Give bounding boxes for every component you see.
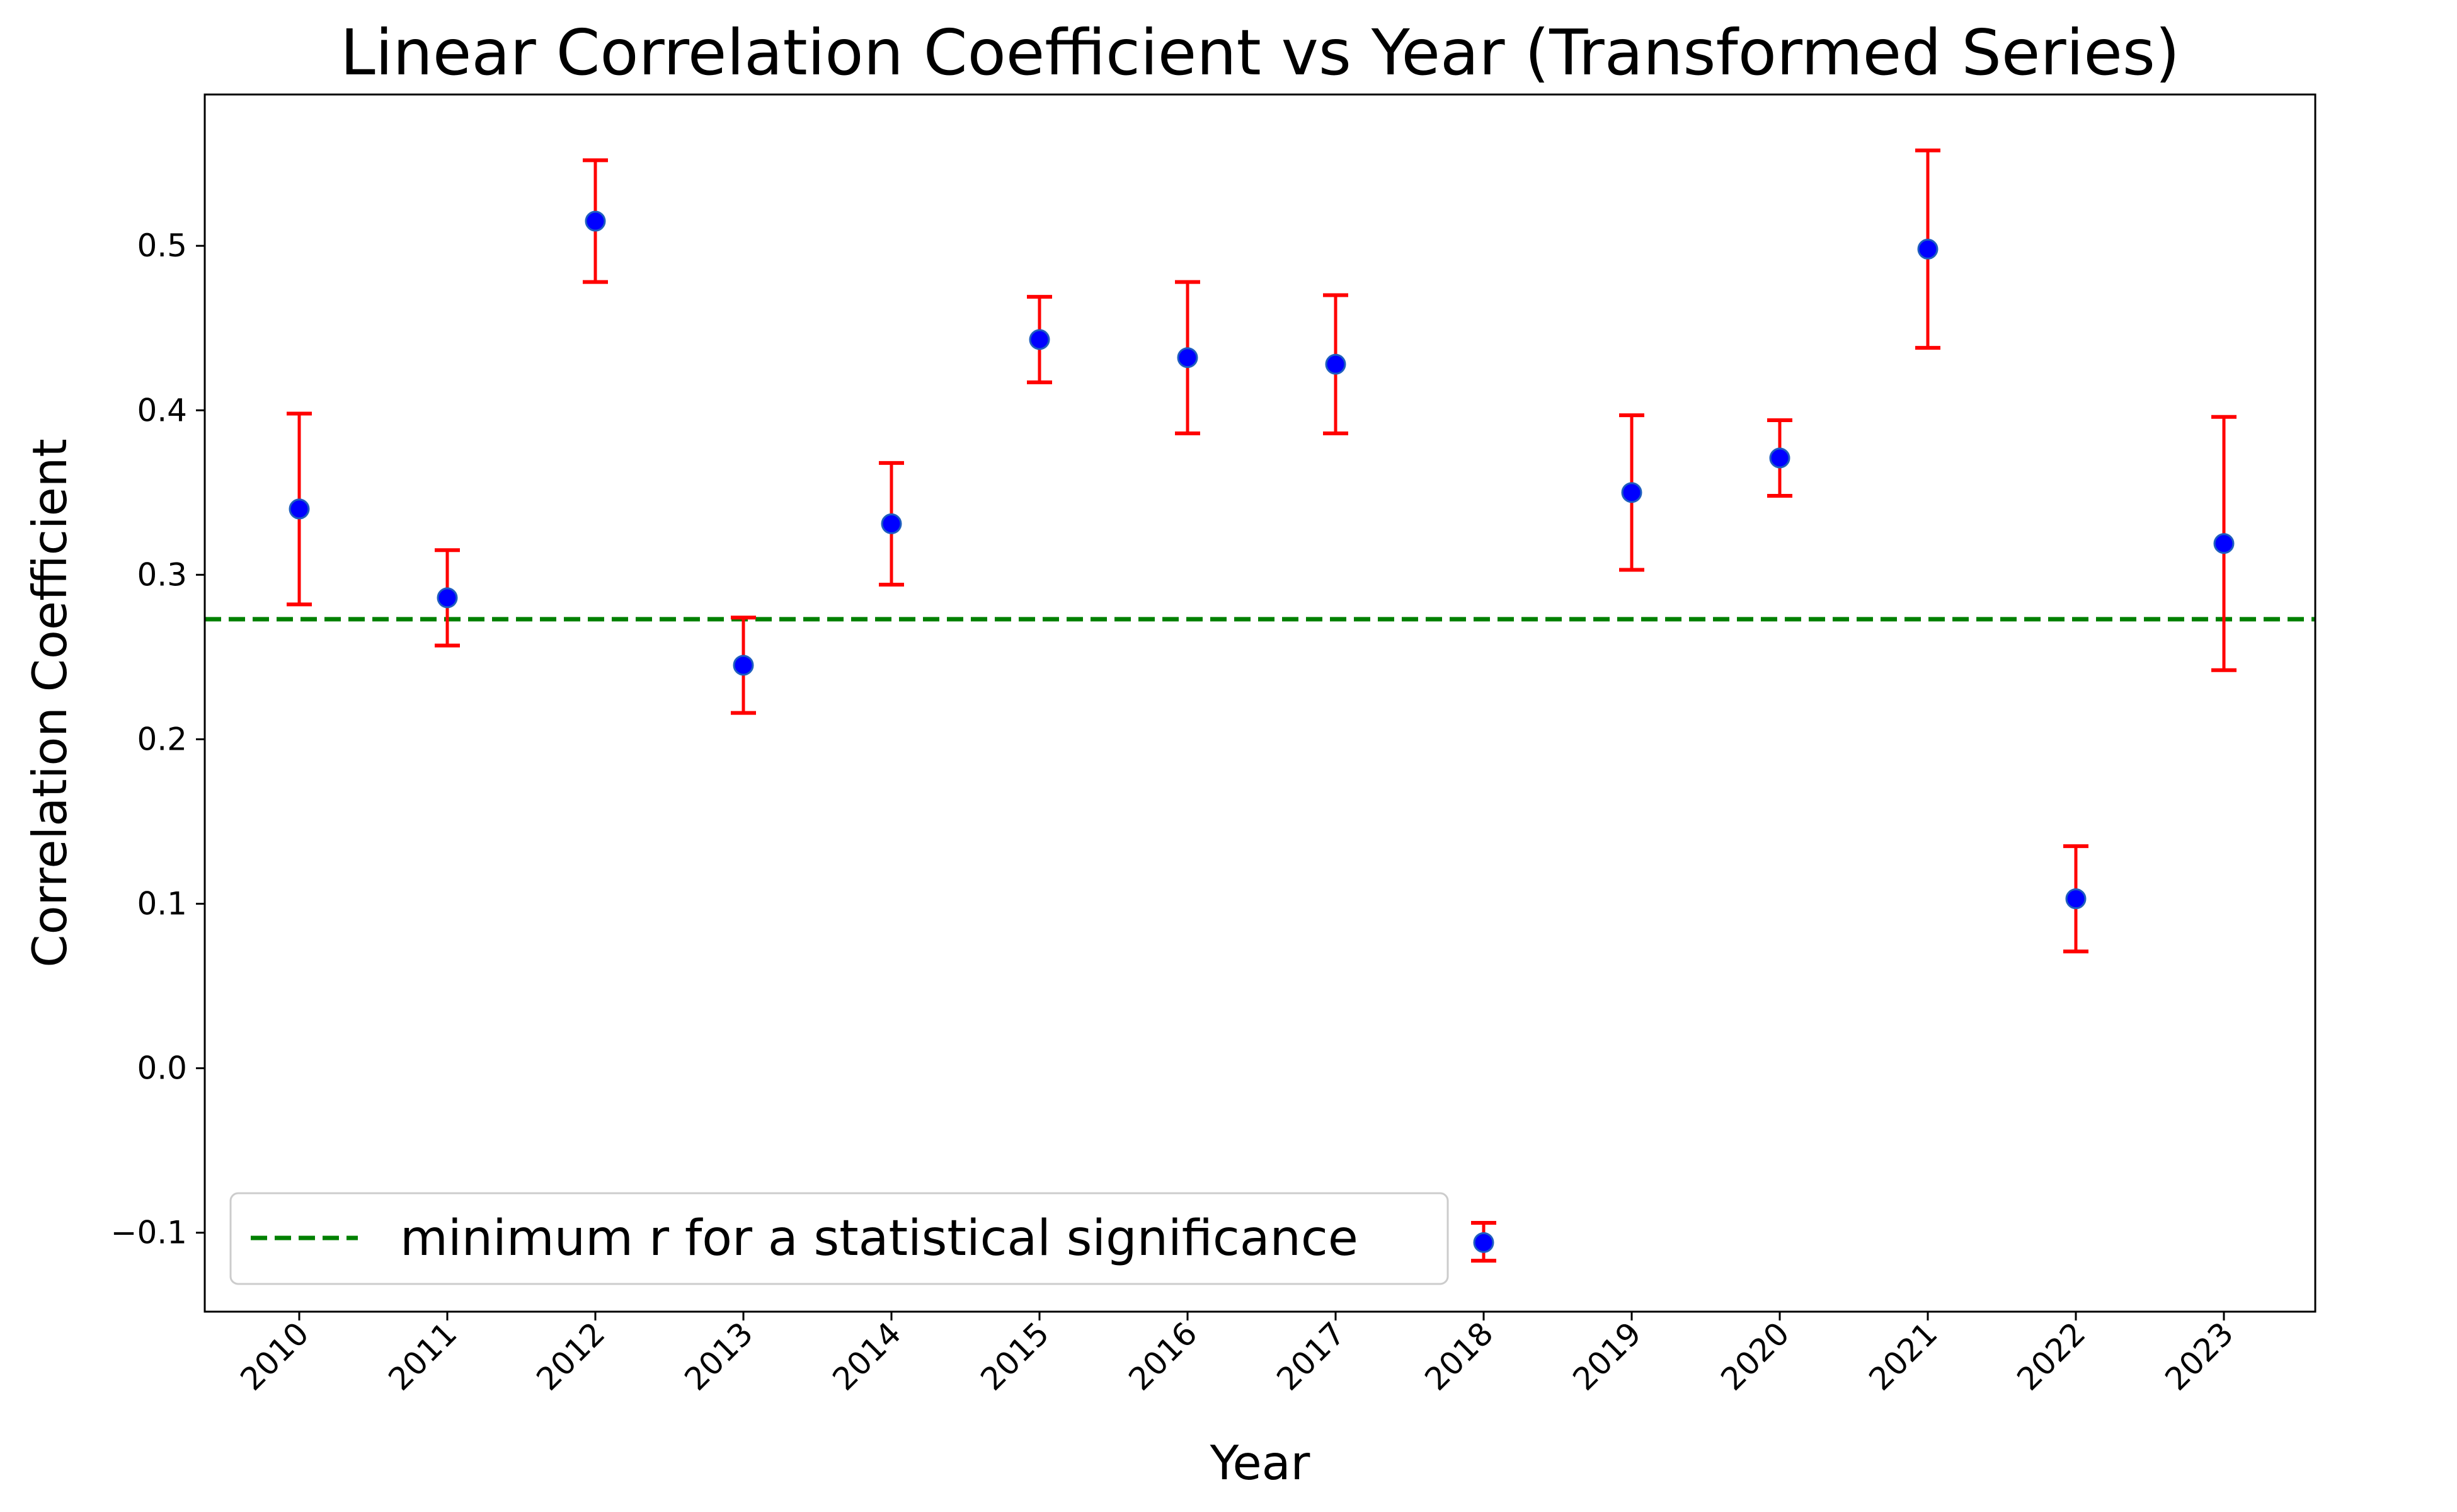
x-tick-label: 2019	[1566, 1315, 1648, 1397]
data-point	[1325, 353, 1346, 375]
data-point	[2213, 533, 2235, 554]
x-tick-label: 2013	[677, 1315, 760, 1397]
data-point	[1473, 1232, 1494, 1253]
x-tick-label: 2020	[1714, 1315, 1796, 1397]
y-tick-label: 0.0	[137, 1050, 187, 1087]
x-tick-label: 2017	[1269, 1315, 1352, 1397]
plot-frame	[203, 93, 2317, 1313]
x-tick-label: 2018	[1418, 1315, 1500, 1397]
data-point	[733, 655, 754, 676]
y-tick-label: 0.1	[137, 886, 187, 922]
data-point	[437, 587, 458, 609]
data-point	[1177, 347, 1198, 369]
data-point	[585, 210, 606, 232]
data-point	[1621, 482, 1642, 503]
y-tick-label: 0.5	[137, 227, 187, 264]
data-point	[881, 513, 902, 534]
y-axis: −0.1 0.0 0.1 0.2 0.3 0.4 0.5	[111, 227, 205, 1251]
x-axis-label: Year	[1210, 1435, 1310, 1491]
x-tick-label: 2010	[233, 1315, 316, 1397]
data-point	[1917, 238, 1939, 260]
y-tick-label: 0.4	[137, 392, 187, 428]
chart-title: Linear Correlation Coefficient vs Year (…	[340, 16, 2180, 89]
x-tick-label: 2016	[1121, 1315, 1204, 1397]
data-point	[1029, 329, 1050, 350]
legend-label-reference-line: minimum r for a statistical significance	[400, 1210, 1358, 1267]
data-point	[2065, 888, 2087, 910]
x-tick-label: 2015	[973, 1315, 1056, 1397]
legend: minimum r for a statistical significance	[229, 1192, 1449, 1285]
x-tick-label: 2014	[825, 1315, 908, 1397]
x-tick-label: 2021	[1862, 1315, 1944, 1397]
x-axis: 2010 2011 2012 2013 2014 2015 2016 2017 2018 2019…	[233, 1312, 2240, 1397]
legend-box	[229, 1192, 1449, 1285]
x-tick-label: 2023	[2158, 1315, 2240, 1397]
plot-area	[205, 148, 2315, 1263]
x-tick-label: 2022	[2010, 1315, 2092, 1397]
y-tick-label: 0.2	[137, 721, 187, 757]
y-axis-label: Correlation Coefficient	[22, 438, 77, 967]
x-tick-label: 2011	[381, 1315, 464, 1397]
y-tick-label: 0.3	[137, 556, 187, 593]
data-point	[289, 498, 310, 520]
x-tick-label: 2012	[529, 1315, 612, 1397]
data-point	[1769, 447, 1790, 469]
y-tick-label: −0.1	[111, 1215, 187, 1251]
